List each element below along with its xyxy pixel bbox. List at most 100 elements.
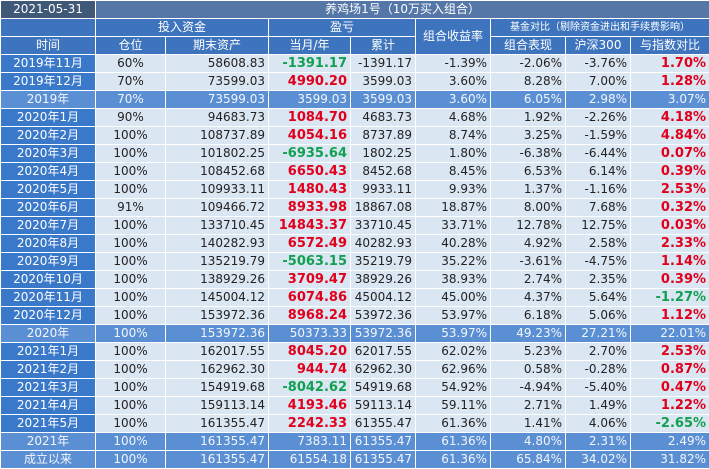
value-cell: 0.58% bbox=[490, 360, 566, 379]
value-cell: 45004.12 bbox=[350, 288, 416, 307]
value-cell: 159113.14 bbox=[165, 396, 269, 415]
value-cell: 108452.68 bbox=[165, 162, 269, 181]
period-cell: 2020年4月 bbox=[0, 162, 96, 181]
value-cell: 33.71% bbox=[415, 216, 491, 235]
value-cell: 6.53% bbox=[490, 162, 566, 181]
value-cell: 2.31% bbox=[565, 432, 631, 451]
value-cell: 2.49% bbox=[629, 432, 709, 451]
value-cell: 1084.70 bbox=[268, 108, 351, 127]
column-header: 沪深300 bbox=[565, 36, 631, 55]
column-row: 时间 仓位 期末资产 当月/年 累计 组合表现 沪深300 与指数对比 bbox=[0, 36, 709, 55]
title: 养鸡场1号（10万买入组合） bbox=[94, 0, 709, 19]
value-cell: 161355.47 bbox=[165, 450, 269, 469]
value-cell: 7.68% bbox=[565, 198, 631, 217]
value-cell: 0.47% bbox=[629, 378, 709, 397]
value-cell: 138929.26 bbox=[165, 270, 269, 289]
value-cell: -8042.62 bbox=[268, 378, 351, 397]
value-cell: 3709.47 bbox=[268, 270, 351, 289]
value-cell: 18867.08 bbox=[350, 198, 416, 217]
value-cell: 70% bbox=[95, 90, 166, 109]
period-cell: 2020年7月 bbox=[0, 216, 96, 235]
value-cell: 5.64% bbox=[565, 288, 631, 307]
value-cell: 1.80% bbox=[415, 144, 491, 163]
value-cell: 1.92% bbox=[490, 108, 566, 127]
value-cell: 100% bbox=[95, 324, 166, 343]
period-cell: 2021年3月 bbox=[0, 378, 96, 397]
value-cell: 133710.45 bbox=[165, 216, 269, 235]
period-cell: 2020年6月 bbox=[0, 198, 96, 217]
value-cell: -3.61% bbox=[490, 252, 566, 271]
value-cell: -6935.64 bbox=[268, 144, 351, 163]
value-cell: 4.92% bbox=[490, 234, 566, 253]
value-cell: 2.53% bbox=[629, 180, 709, 199]
value-cell: 1.70% bbox=[629, 54, 709, 73]
value-cell: 6074.86 bbox=[268, 288, 351, 307]
group-header: 投入资金 bbox=[95, 18, 269, 37]
value-cell: 7383.11 bbox=[268, 432, 351, 451]
value-cell: 100% bbox=[95, 252, 166, 271]
value-cell: 100% bbox=[95, 162, 166, 181]
value-cell: 145004.12 bbox=[165, 288, 269, 307]
summary-row: 成立以来 100% 161355.47 61554.18 61355.47 61.36% 6… bbox=[0, 450, 709, 469]
value-cell: 53972.36 bbox=[350, 306, 416, 325]
value-cell: 53972.36 bbox=[350, 324, 416, 343]
value-cell: 62.96% bbox=[415, 360, 491, 379]
value-cell: 62017.55 bbox=[350, 342, 416, 361]
value-cell: 4683.73 bbox=[350, 108, 416, 127]
value-cell: 2.71% bbox=[490, 396, 566, 415]
value-cell: 3.60% bbox=[415, 72, 491, 91]
period-cell: 2020年11月 bbox=[0, 288, 96, 307]
value-cell: 1.28% bbox=[629, 72, 709, 91]
value-cell: 4.37% bbox=[490, 288, 566, 307]
value-cell: 53.97% bbox=[415, 306, 491, 325]
value-cell: 100% bbox=[95, 378, 166, 397]
value-cell: 161355.47 bbox=[165, 432, 269, 451]
value-cell: 4.80% bbox=[490, 432, 566, 451]
value-cell: 50373.33 bbox=[268, 324, 351, 343]
value-cell: 65.84% bbox=[490, 450, 566, 469]
group-header: 盈亏 bbox=[268, 18, 416, 37]
value-cell: 8045.20 bbox=[268, 342, 351, 361]
value-cell: 61554.18 bbox=[268, 450, 351, 469]
period-cell: 2020年1月 bbox=[0, 108, 96, 127]
value-cell: 100% bbox=[95, 234, 166, 253]
value-cell: 6.05% bbox=[490, 90, 566, 109]
data-row: 2021年1月 100% 162017.55 8045.20 62017.55 62.02… bbox=[0, 342, 709, 361]
value-cell: 135219.79 bbox=[165, 252, 269, 271]
value-cell: 62962.30 bbox=[350, 360, 416, 379]
value-cell: -1.16% bbox=[565, 180, 631, 199]
value-cell: 153972.36 bbox=[165, 306, 269, 325]
value-cell: 6.18% bbox=[490, 306, 566, 325]
value-cell: 27.21% bbox=[565, 324, 631, 343]
value-cell: 2.70% bbox=[565, 342, 631, 361]
value-cell: 100% bbox=[95, 396, 166, 415]
value-cell: -1.27% bbox=[629, 288, 709, 307]
value-cell: 60% bbox=[95, 54, 166, 73]
data-row: 2020年5月 100% 109933.11 1480.43 9933.11 9.93% 1… bbox=[0, 180, 709, 199]
data-row: 2019年12月 70% 73599.03 4990.20 3599.03 3.60% 8.… bbox=[0, 72, 709, 91]
value-cell: 140282.93 bbox=[165, 234, 269, 253]
value-cell: 0.07% bbox=[629, 144, 709, 163]
value-cell: 22.01% bbox=[629, 324, 709, 343]
data-row: 2020年1月 90% 94683.73 1084.70 4683.73 4.68% 1.9… bbox=[0, 108, 709, 127]
period-cell: 2019年12月 bbox=[0, 72, 96, 91]
value-cell: 0.87% bbox=[629, 360, 709, 379]
value-cell: 4.18% bbox=[629, 108, 709, 127]
value-cell: 4054.16 bbox=[268, 126, 351, 145]
value-cell: 161355.47 bbox=[165, 414, 269, 433]
value-cell: 2.58% bbox=[565, 234, 631, 253]
value-cell: 1.41% bbox=[490, 414, 566, 433]
value-cell: 3.25% bbox=[490, 126, 566, 145]
value-cell: 100% bbox=[95, 432, 166, 451]
group-row: 投入资金 盈亏 组合收益率 基金对比（剔除资金进出和手续费影响） bbox=[0, 18, 709, 55]
column-header: 仓位 bbox=[95, 36, 166, 55]
data-row: 2020年3月 100% 101802.25 -6935.64 1802.25 1.80%… bbox=[0, 144, 709, 163]
value-cell: 73599.03 bbox=[165, 90, 269, 109]
data-row: 2020年9月 100% 135219.79 -5063.15 35219.79 35.2… bbox=[0, 252, 709, 271]
value-cell: 54.92% bbox=[415, 378, 491, 397]
value-cell: 100% bbox=[95, 144, 166, 163]
column-header: 期末资产 bbox=[165, 36, 269, 55]
